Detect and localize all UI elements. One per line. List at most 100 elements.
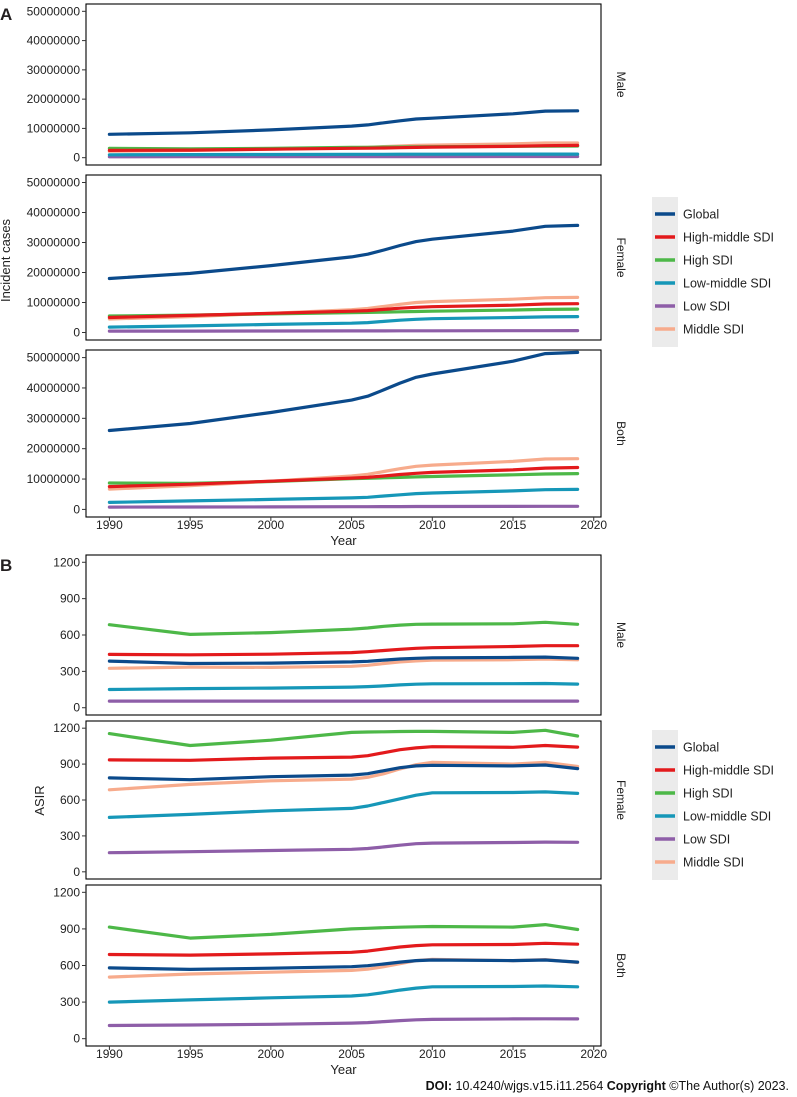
- y-tick-label: 0: [73, 1032, 80, 1046]
- series-line-high-middle-sdi-both: [107, 465, 580, 489]
- series-line-high-sdi-both: [107, 922, 580, 940]
- panel-border-female: [85, 720, 602, 880]
- legend-entry-low-sdi: Low SDI: [683, 833, 730, 847]
- x-axis-label: Year: [330, 1062, 357, 1077]
- facet-panel-female: 0 300 600 900 1200 Female: [53, 720, 628, 880]
- x-axis-label: Year: [330, 533, 357, 548]
- series-line-low-middle-sdi-female: [107, 315, 580, 329]
- y-tick-label: 40000000: [27, 206, 81, 220]
- y-tick-label: 900: [60, 922, 80, 936]
- y-tick-label: 600: [60, 628, 80, 642]
- panel-border-female: [85, 174, 602, 341]
- x-tick-label: 2010: [419, 1047, 446, 1061]
- y-tick-label: 0: [73, 701, 80, 715]
- facet-strip-label: Female: [614, 237, 628, 277]
- x-tick-label: 2000: [257, 1047, 284, 1061]
- panel-border-male: [85, 554, 602, 716]
- series-line-low-sdi-female: [107, 329, 580, 333]
- facet-strip-label: Male: [614, 71, 628, 97]
- legend-entry-global: Global: [683, 208, 719, 222]
- doi-value: 10.4240/wjgs.v15.i11.2564: [455, 1079, 604, 1093]
- y-tick-label: 600: [60, 793, 80, 807]
- series-line-low-middle-sdi-female: [107, 790, 580, 820]
- series-line-low-sdi-female: [107, 840, 580, 855]
- y-tick-label: 10000000: [27, 296, 81, 310]
- facet-panel-both: 0 300 600 900 1200 Both: [53, 884, 628, 1047]
- x-tick-label: 1995: [177, 1047, 204, 1061]
- series-line-low-middle-sdi-both: [107, 984, 580, 1004]
- legend-entry-high-middle-sdi: High-middle SDI: [683, 764, 774, 778]
- x-tick-label: 2005: [338, 518, 365, 532]
- doi-label: DOI:: [425, 1079, 453, 1093]
- series-line-global-male: [107, 109, 580, 136]
- legend-key-background: [652, 730, 678, 880]
- x-tick-label: 2000: [257, 518, 284, 532]
- x-tick-label: 2005: [338, 1047, 365, 1061]
- series-line-high-sdi-male: [107, 620, 580, 637]
- series-line-high-middle-sdi-male: [107, 644, 580, 657]
- facet-strip-label: Male: [614, 622, 628, 648]
- y-tick-label: 20000000: [27, 442, 81, 456]
- legend-entry-low-sdi: Low SDI: [683, 300, 730, 314]
- series-line-global-male: [107, 655, 580, 666]
- y-tick-label: 0: [73, 326, 80, 340]
- x-axis: 1990 1995 2000 2005 2010 2015 2020 Year: [96, 517, 607, 548]
- series-line-global-both: [107, 958, 580, 972]
- chart-asir: 0 300 600 900 1200 Male 0 300 600 900 1200 Female 0 3…: [32, 554, 774, 1077]
- x-tick-label: 2015: [500, 518, 527, 532]
- y-tick-label: 50000000: [27, 351, 81, 365]
- y-tick-label: 20000000: [27, 266, 81, 280]
- series-line-high-middle-sdi-female: [107, 743, 580, 762]
- y-tick-label: 50000000: [27, 4, 81, 18]
- y-tick-label: 1200: [53, 721, 80, 735]
- legend-entry-low-middle-sdi: Low-middle SDI: [683, 277, 771, 291]
- y-axis-label: ASIR: [32, 785, 47, 815]
- y-tick-label: 40000000: [27, 381, 81, 395]
- facet-strip-label: Female: [614, 780, 628, 820]
- x-tick-label: 1990: [96, 518, 123, 532]
- legend-entry-middle-sdi: Middle SDI: [683, 856, 744, 870]
- copyright-value: ©The Author(s) 2023.: [669, 1079, 789, 1093]
- y-tick-label: 0: [73, 151, 80, 165]
- footer: DOI: 10.4240/wjgs.v15.i11.2564 Copyright…: [426, 1079, 789, 1093]
- series-line-high-sdi-female: [107, 728, 580, 748]
- legend: Global High-middle SDI High SDI Low-middle …: [652, 197, 774, 347]
- y-tick-label: 20000000: [27, 92, 81, 106]
- y-tick-label: 300: [60, 829, 80, 843]
- y-tick-label: 900: [60, 592, 80, 606]
- y-tick-label: 900: [60, 757, 80, 771]
- series-line-middle-sdi-male: [107, 657, 580, 670]
- legend-entry-global: Global: [683, 741, 719, 755]
- facet-panel-male: 0 300 600 900 1200 Male: [53, 554, 628, 716]
- facet-panel-female: 0 10000000 20000000 30000000 40000000 5000000…: [27, 174, 628, 341]
- x-tick-label: 1990: [96, 1047, 123, 1061]
- panel-a-label: A: [0, 5, 12, 24]
- series-line-low-sdi-both: [107, 1017, 580, 1028]
- y-tick-label: 30000000: [27, 236, 81, 250]
- series-line-global-female: [107, 223, 580, 281]
- legend-entry-high-sdi: High SDI: [683, 787, 733, 801]
- y-axis-label: Incident cases: [0, 218, 13, 302]
- x-tick-label: 2020: [580, 518, 607, 532]
- legend-entry-low-middle-sdi: Low-middle SDI: [683, 810, 771, 824]
- panel-border-both: [85, 349, 602, 518]
- y-tick-label: 0: [73, 502, 80, 516]
- legend-entry-high-middle-sdi: High-middle SDI: [683, 231, 774, 245]
- facet-panel-both: 0 10000000 20000000 30000000 40000000 5000000…: [27, 349, 628, 518]
- legend-entry-high-sdi: High SDI: [683, 254, 733, 268]
- series-line-low-middle-sdi-both: [107, 487, 580, 504]
- y-tick-label: 30000000: [27, 411, 81, 425]
- x-tick-label: 2020: [580, 1047, 607, 1061]
- panel-border-male: [85, 3, 602, 166]
- y-tick-label: 40000000: [27, 34, 81, 48]
- series-line-high-middle-sdi-female: [107, 302, 580, 320]
- copyright-label: Copyright: [606, 1079, 666, 1093]
- y-tick-label: 30000000: [27, 63, 81, 77]
- y-tick-label: 300: [60, 664, 80, 678]
- legend-key-background: [652, 197, 678, 347]
- series-line-low-middle-sdi-male: [107, 681, 580, 692]
- series-line-low-middle-sdi-male: [107, 152, 580, 157]
- legend-entry-middle-sdi: Middle SDI: [683, 323, 744, 337]
- series-line-high-middle-sdi-male: [107, 143, 580, 152]
